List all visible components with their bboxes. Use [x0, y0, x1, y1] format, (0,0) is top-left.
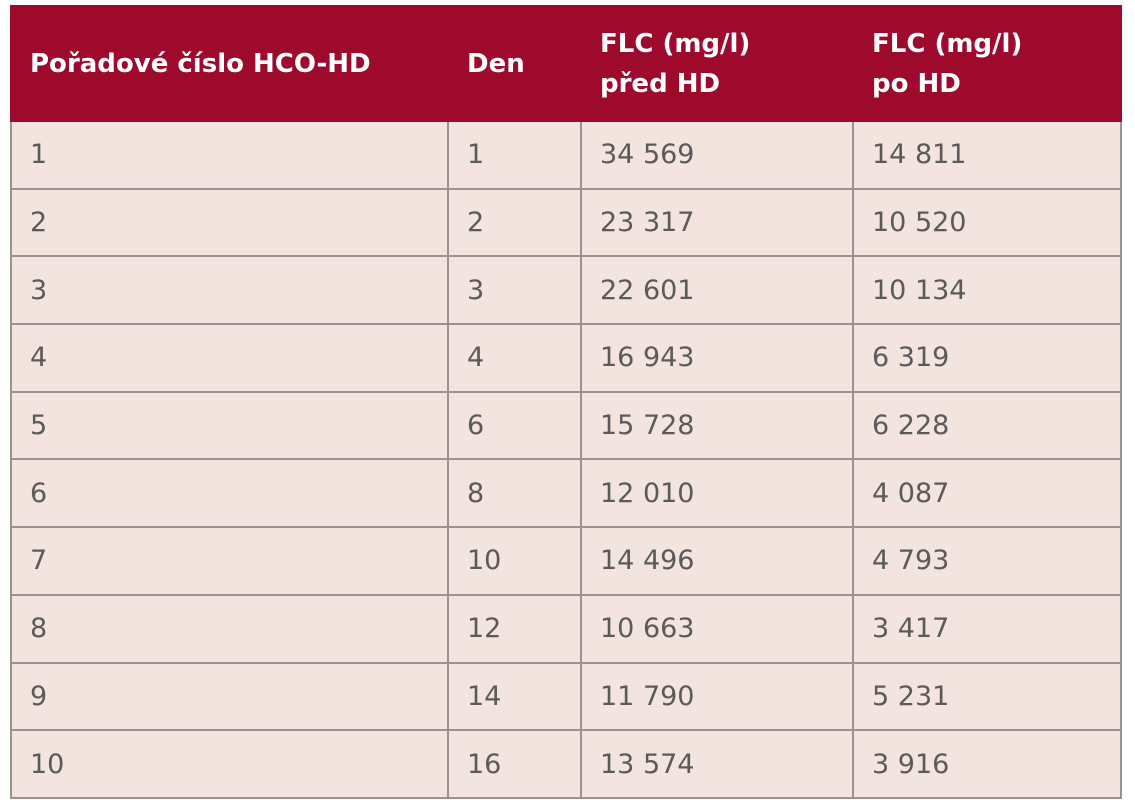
cell: 10 134 — [852, 255, 1122, 326]
cell: 6 319 — [852, 323, 1122, 393]
cell: 4 — [10, 323, 449, 393]
cell: 2 — [10, 187, 449, 258]
cell: 14 811 — [852, 120, 1122, 190]
cell: 16 943 — [580, 323, 854, 393]
header-cell: FLC (mg/l) po HD — [852, 5, 1122, 122]
body-row: 10 16 13 574 3 916 — [10, 729, 1122, 799]
body-row: 2 2 23 317 10 520 — [10, 187, 1122, 258]
body-row: 7 10 14 496 4 793 — [10, 526, 1122, 596]
cell: 6 — [447, 390, 582, 461]
cell: 8 — [447, 458, 582, 529]
cell: 5 231 — [852, 661, 1122, 732]
body-row: 4 4 16 943 6 319 — [10, 323, 1122, 393]
cell: 10 — [10, 729, 449, 799]
cell: 3 — [447, 255, 582, 326]
cell: 12 — [447, 593, 582, 664]
cell: 14 — [447, 661, 582, 732]
cell: 4 — [447, 323, 582, 393]
cell: 10 663 — [580, 593, 854, 664]
cell: 4 087 — [852, 458, 1122, 529]
cell: 8 — [10, 593, 449, 664]
cell: 14 496 — [580, 526, 854, 596]
body-row: 3 3 22 601 10 134 — [10, 255, 1122, 326]
cell: 22 601 — [580, 255, 854, 326]
header-cell: FLC (mg/l) před HD — [580, 5, 854, 122]
header-cell: Den — [447, 5, 582, 122]
cell: 9 — [10, 661, 449, 732]
cell: 12 010 — [580, 458, 854, 529]
table-container: Pořadové číslo HCO-HD Den FLC (mg/l) před H… — [10, 5, 1122, 799]
cell: 6 228 — [852, 390, 1122, 461]
cell: 3 — [10, 255, 449, 326]
cell: 15 728 — [580, 390, 854, 461]
cell: 11 790 — [580, 661, 854, 732]
cell: 10 — [447, 526, 582, 596]
body-row: 8 12 10 663 3 417 — [10, 593, 1122, 664]
cell: 10 520 — [852, 187, 1122, 258]
body-row: 5 6 15 728 6 228 — [10, 390, 1122, 461]
cell: 3 417 — [852, 593, 1122, 664]
cell: 5 — [10, 390, 449, 461]
cell: 7 — [10, 526, 449, 596]
cell: 2 — [447, 187, 582, 258]
cell: 4 793 — [852, 526, 1122, 596]
body-row: 9 14 11 790 5 231 — [10, 661, 1122, 732]
cell: 6 — [10, 458, 449, 529]
cell: 1 — [447, 120, 582, 190]
cell: 34 569 — [580, 120, 854, 190]
body-row: 6 8 12 010 4 087 — [10, 458, 1122, 529]
cell: 3 916 — [852, 729, 1122, 799]
cell: 1 — [10, 120, 449, 190]
header-cell: Pořadové číslo HCO-HD — [10, 5, 449, 122]
header-row: Pořadové číslo HCO-HD Den FLC (mg/l) před H… — [10, 5, 1122, 122]
cell: 23 317 — [580, 187, 854, 258]
cell: 13 574 — [580, 729, 854, 799]
body-row: 1 1 34 569 14 811 — [10, 120, 1122, 190]
data-table: Pořadové číslo HCO-HD Den FLC (mg/l) před H… — [10, 5, 1122, 799]
cell: 16 — [447, 729, 582, 799]
